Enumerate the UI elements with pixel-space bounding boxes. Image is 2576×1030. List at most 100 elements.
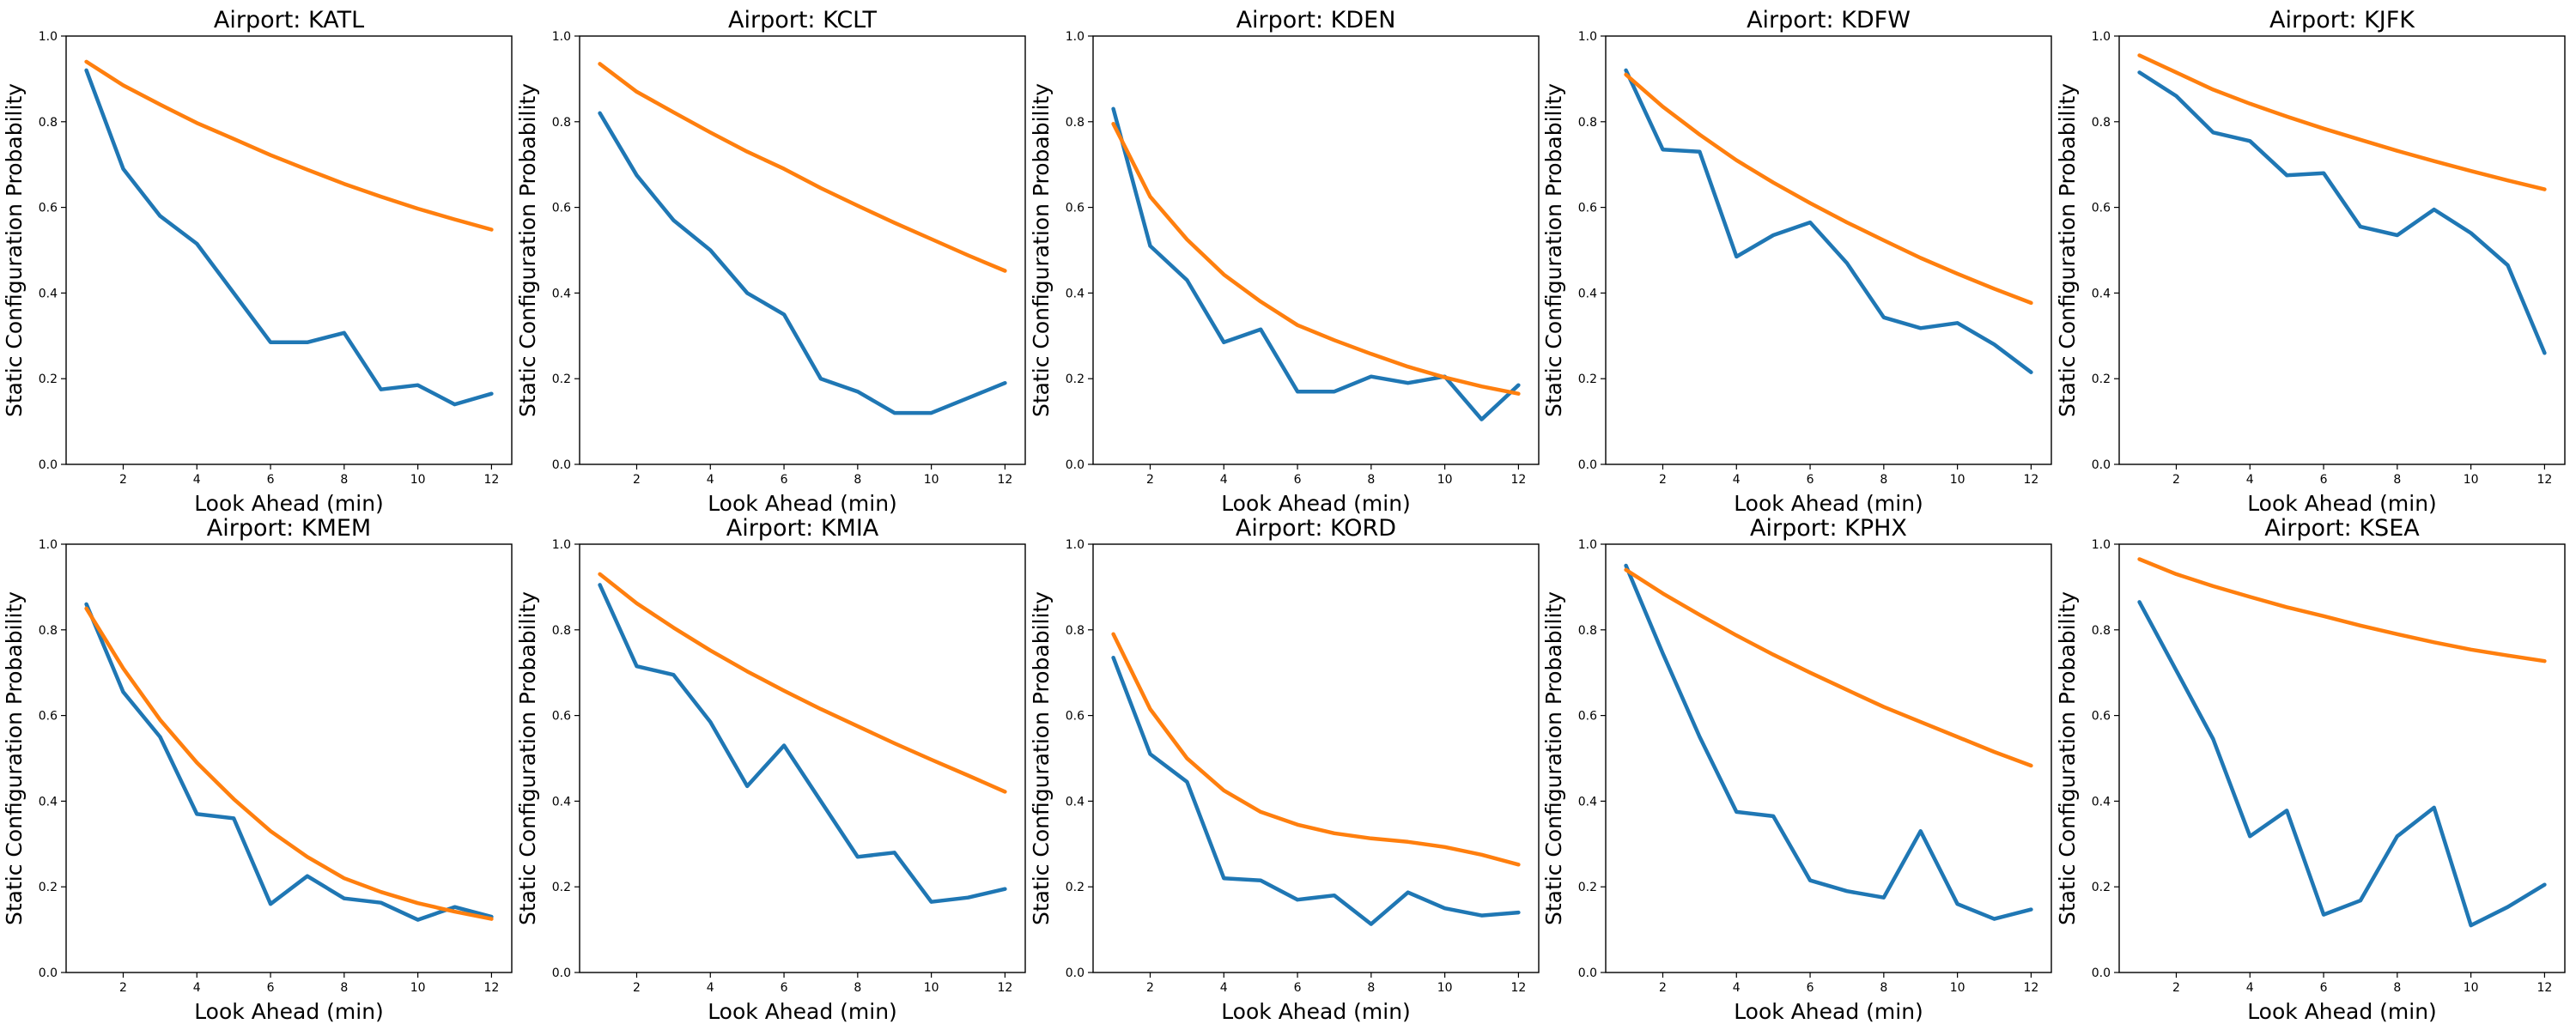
y-tick-label: 0.6 [1578, 202, 1597, 215]
x-tick-label: 2 [633, 473, 641, 487]
x-tick-label: 2 [1146, 473, 1154, 487]
series-line-1 [598, 111, 1007, 415]
y-tick-label: 0.6 [39, 202, 58, 215]
y-tick-label: 0.2 [39, 881, 58, 894]
subplot: Airport: KDEN 2 4 6 8 10 12 0.0 0.2 0.4 0.6 0.8 1.0 L… [1029, 7, 1540, 516]
y-tick-label: 0.6 [1066, 202, 1084, 215]
x-tick-label: 4 [707, 981, 714, 995]
y-tick-label: 0.4 [552, 795, 571, 809]
series-line-2 [1111, 632, 1521, 867]
x-tick-label: 12 [997, 473, 1012, 487]
y-tick-label: 0.0 [2092, 966, 2111, 980]
x-tick-label: 12 [483, 981, 499, 995]
x-tick-label: 8 [340, 981, 348, 995]
x-tick-label: 6 [781, 473, 788, 487]
x-tick-label: 12 [2537, 473, 2552, 487]
x-tick-label: 8 [2393, 473, 2401, 487]
axes-frame [65, 543, 513, 973]
y-tick-label: 0.0 [552, 966, 571, 980]
x-tick-label: 10 [1950, 473, 1965, 487]
x-tick-label: 4 [1220, 473, 1228, 487]
x-tick-label: 6 [267, 981, 275, 995]
x-tick-label: 2 [633, 981, 641, 995]
y-tick-label: 0.6 [552, 202, 571, 215]
x-tick-label: 2 [1659, 473, 1667, 487]
x-tick-label: 4 [2246, 981, 2254, 995]
axes-frame [2118, 543, 2566, 973]
series-line-1 [2137, 70, 2547, 355]
subplot: Airport: KATL 2 4 6 8 10 12 0.0 0.2 0.4 0.6 0.8 1.0 L… [2, 7, 513, 516]
axes-frame [1092, 35, 1540, 465]
y-axis-label: Static Configuration Probability [515, 83, 540, 417]
y-tick-label: 0.8 [2092, 116, 2111, 130]
y-tick-label: 0.2 [1066, 881, 1084, 894]
x-tick-label: 10 [924, 473, 939, 487]
x-tick-label: 10 [2464, 981, 2479, 995]
x-axis-label: Look Ahead (min) [194, 999, 384, 1024]
y-tick-label: 0.4 [552, 287, 571, 300]
y-tick-label: 0.0 [552, 458, 571, 472]
y-tick-label: 0.6 [1066, 710, 1084, 724]
x-tick-label: 10 [1437, 981, 1453, 995]
y-tick-label: 0.2 [1578, 881, 1597, 894]
x-tick-label: 6 [1294, 981, 1302, 995]
series-line-1 [84, 602, 494, 922]
y-tick-label: 0.0 [39, 458, 58, 472]
x-tick-label: 8 [2393, 981, 2401, 995]
x-tick-label: 10 [1950, 981, 1965, 995]
x-tick-label: 4 [193, 473, 201, 487]
y-tick-label: 0.2 [2092, 881, 2111, 894]
axes-frame [579, 35, 1026, 465]
series-line-2 [1624, 567, 2033, 768]
x-tick-label: 8 [1880, 473, 1887, 487]
y-tick-label: 1.0 [1066, 30, 1084, 44]
axes-frame [2118, 35, 2566, 465]
series-line-1 [84, 68, 494, 407]
y-tick-label: 0.0 [1066, 966, 1084, 980]
subplot: Airport: KCLT 2 4 6 8 10 12 0.0 0.2 0.4 0.6 0.8 1.0 L… [515, 7, 1026, 516]
x-tick-label: 6 [1807, 473, 1814, 487]
y-tick-label: 0.0 [1066, 458, 1084, 472]
y-tick-label: 0.8 [552, 116, 571, 130]
subplot: Airport: KPHX 2 4 6 8 10 12 0.0 0.2 0.4 0.6 0.8 1.0 L… [1541, 515, 2052, 1024]
x-axis-label: Look Ahead (min) [708, 999, 897, 1024]
y-tick-label: 1.0 [39, 30, 58, 44]
y-tick-label: 0.0 [39, 966, 58, 980]
subplot-title: Airport: KPHX [1750, 515, 1907, 542]
subplot: Airport: KORD 2 4 6 8 10 12 0.0 0.2 0.4 0.6 0.8 1.0 L… [1029, 515, 1540, 1024]
axes-frame [1092, 543, 1540, 973]
y-axis-label: Static Configuration Probability [1029, 83, 1054, 417]
x-tick-label: 4 [1220, 981, 1228, 995]
y-tick-label: 1.0 [1578, 538, 1597, 552]
x-axis-label: Look Ahead (min) [194, 491, 384, 516]
x-tick-label: 2 [1659, 981, 1667, 995]
subplot: Airport: KMEM 2 4 6 8 10 12 0.0 0.2 0.4 0.6 0.8 1.0 L… [2, 515, 513, 1024]
subplot-title: Airport: KMIA [726, 515, 879, 542]
x-tick-label: 12 [483, 473, 499, 487]
y-axis-label: Static Configuration Probability [1541, 591, 1566, 925]
x-tick-label: 12 [1510, 473, 1526, 487]
series-line-1 [1111, 106, 1521, 421]
y-axis-label: Static Configuration Probability [2055, 591, 2080, 925]
x-tick-label: 4 [1733, 473, 1741, 487]
y-axis-label: Static Configuration Probability [1029, 591, 1054, 925]
y-axis-label: Static Configuration Probability [2, 591, 27, 925]
series-line-1 [1111, 655, 1521, 926]
series-line-2 [84, 59, 494, 232]
y-tick-label: 1.0 [1578, 30, 1597, 44]
x-tick-label: 6 [781, 981, 788, 995]
y-tick-label: 0.8 [1066, 116, 1084, 130]
axes-frame [579, 543, 1026, 973]
y-tick-label: 0.8 [39, 116, 58, 130]
series-line-1 [598, 583, 1007, 904]
subplot-title: Airport: KDFW [1747, 7, 1911, 33]
axes-frame [1605, 543, 2052, 973]
x-axis-label: Look Ahead (min) [1734, 491, 1923, 516]
subplot-title: Airport: KATL [214, 7, 364, 33]
series-line-2 [1624, 72, 2033, 306]
x-tick-label: 12 [1510, 981, 1526, 995]
x-tick-label: 10 [410, 981, 426, 995]
y-axis-label: Static Configuration Probability [2, 83, 27, 417]
subplot-title: Airport: KDEN [1236, 7, 1396, 33]
x-tick-label: 2 [119, 981, 127, 995]
